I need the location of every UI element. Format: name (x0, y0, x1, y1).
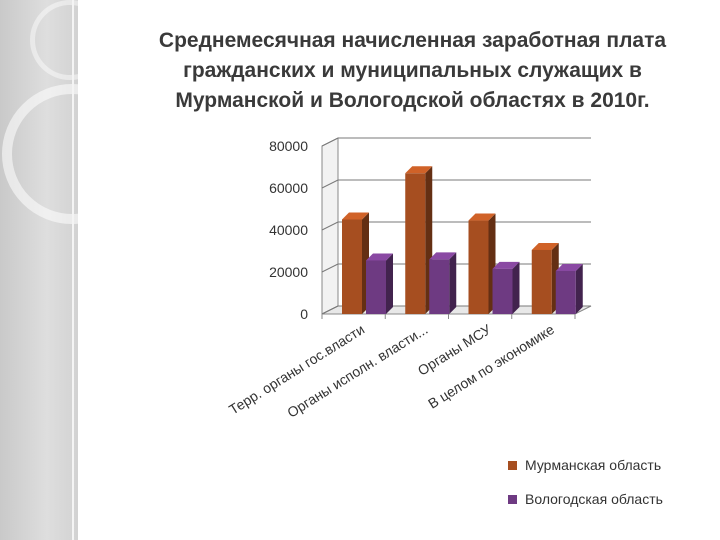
bar-top (531, 242, 559, 250)
bar-top (492, 261, 520, 269)
bar-top (366, 253, 393, 261)
y-tick-label: 0 (300, 306, 308, 322)
bar-side (575, 263, 583, 314)
gridline-side (321, 137, 339, 147)
bar-top (555, 263, 583, 271)
legend-item-murmansk: Мурманская область (508, 454, 663, 476)
bar (468, 220, 489, 314)
slide-sidebar-decoration (0, 0, 78, 540)
gridline-side (321, 263, 339, 273)
bar (492, 268, 513, 314)
legend-label: Вологодская область (525, 491, 663, 507)
y-tick-label: 80000 (269, 138, 308, 154)
bar-top (342, 212, 369, 220)
legend-swatch (508, 494, 517, 504)
bar-side (449, 252, 457, 314)
bar (555, 270, 576, 314)
bar-top (429, 252, 457, 260)
gridline-side (321, 305, 339, 315)
legend-item-vologda: Вологодская область (508, 488, 663, 510)
bar (429, 259, 450, 314)
bar-top (468, 213, 496, 221)
bar (405, 173, 426, 314)
bar (366, 260, 386, 314)
gridline-side (321, 221, 339, 231)
bar-side (512, 261, 520, 314)
y-tick-label: 20000 (269, 264, 308, 280)
bar (342, 219, 362, 314)
gridline-side (321, 179, 339, 189)
bar-top (405, 166, 433, 174)
sidebar-edge (72, 0, 74, 540)
y-tick-label: 60000 (269, 180, 308, 196)
y-tick-label: 40000 (269, 222, 308, 238)
bar-side (386, 253, 393, 314)
bar (531, 249, 552, 314)
legend-swatch (508, 460, 517, 470)
slide-title: Среднемесячная начисленная заработная пл… (158, 29, 667, 112)
legend-label: Мурманская область (525, 457, 662, 473)
chart-legend: Мурманская область Вологодская область (508, 454, 663, 522)
